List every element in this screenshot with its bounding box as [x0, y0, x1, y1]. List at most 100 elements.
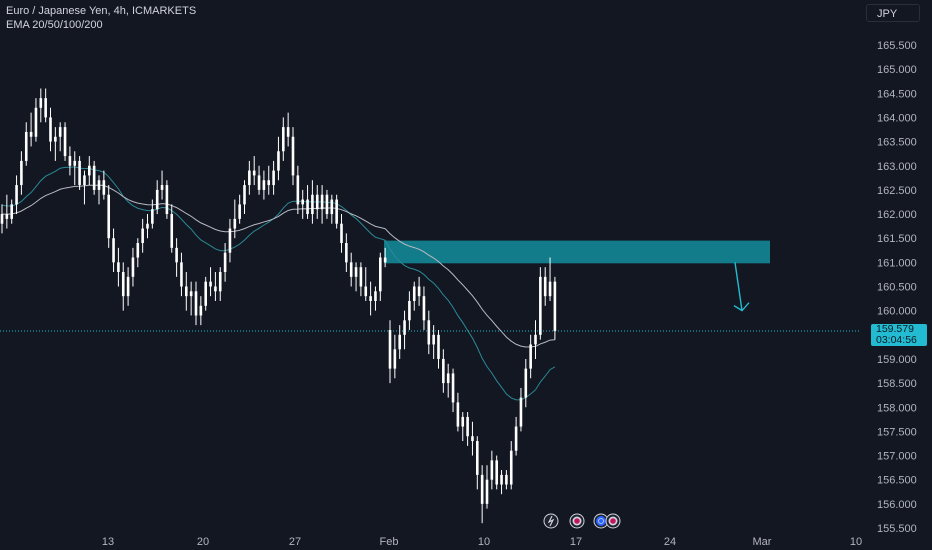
price-axis-label: 157.000 — [877, 451, 917, 463]
candle-body — [68, 156, 72, 166]
price-axis-label: 163.000 — [877, 161, 917, 173]
flag-icon[interactable] — [569, 513, 585, 529]
candle-body — [335, 199, 338, 224]
supply-zone — [384, 240, 770, 264]
price-axis-label: 160.500 — [877, 282, 917, 294]
candle-body — [403, 320, 406, 335]
candle-body — [282, 127, 285, 152]
candle-body — [480, 474, 484, 504]
candle-body — [471, 436, 474, 442]
candle-body — [24, 131, 28, 161]
candle-body — [175, 247, 178, 263]
candle-body — [180, 262, 183, 287]
candle-body — [456, 402, 460, 427]
candle-body — [73, 160, 77, 166]
candle-body — [461, 416, 465, 427]
candle-body — [383, 257, 387, 263]
candle-body — [58, 127, 62, 137]
candle-body — [63, 127, 67, 157]
bar-countdown: 03:04:56 — [876, 334, 917, 346]
candle-body — [296, 175, 300, 205]
candle-body — [252, 170, 256, 176]
candle-body — [340, 223, 343, 244]
candle-body — [417, 286, 421, 297]
price-axis-label: 164.000 — [877, 112, 917, 124]
candle-body — [277, 151, 280, 171]
lightning-icon[interactable] — [543, 513, 559, 529]
candle-body — [228, 228, 232, 253]
candle-body — [330, 199, 334, 215]
candle-body — [345, 243, 348, 263]
price-axis-label: 165.500 — [877, 40, 917, 52]
candle-body — [262, 180, 266, 190]
indicator-label[interactable]: EMA 20/50/100/200 — [6, 19, 103, 31]
candle-body — [185, 286, 188, 297]
price-axis-label: 156.500 — [877, 475, 917, 487]
candle-body — [151, 209, 154, 224]
candle-body — [442, 358, 445, 384]
candle-body — [534, 334, 537, 345]
candle-body — [509, 450, 513, 485]
time-axis-label: Feb — [380, 536, 399, 548]
candle-body — [97, 180, 101, 190]
candle-body — [379, 257, 382, 292]
price-axis-label: 163.500 — [877, 137, 917, 149]
price-axis-label: 165.000 — [877, 64, 917, 76]
currency-button[interactable]: JPY — [866, 4, 920, 22]
candle-body — [514, 426, 518, 451]
projection-arrow — [734, 262, 743, 311]
candle-body — [466, 416, 469, 437]
candle-body — [364, 286, 368, 297]
candle-body — [495, 460, 498, 485]
candle-body — [311, 194, 314, 215]
candle-body — [189, 291, 193, 297]
candle-body — [374, 291, 377, 301]
candle-body — [218, 272, 222, 292]
candle-body — [20, 160, 23, 186]
candle-body — [160, 185, 164, 190]
candle-body — [446, 373, 450, 384]
candle-body — [267, 180, 271, 186]
projection-arrowhead — [733, 302, 750, 312]
candle-body — [39, 98, 43, 108]
candle-body — [243, 185, 246, 205]
candle-body — [0, 214, 4, 224]
candle-body — [107, 194, 110, 239]
candle-body — [209, 281, 212, 287]
candle-body — [102, 180, 106, 195]
candle-body — [131, 257, 135, 277]
candle-body — [548, 281, 552, 297]
price-axis-label: 162.000 — [877, 209, 917, 221]
time-axis-label: 13 — [102, 536, 114, 548]
price-axis-label: 157.500 — [877, 426, 917, 438]
time-axis-label: 20 — [197, 536, 209, 548]
price-axis-label: 161.500 — [877, 233, 917, 245]
candle-body — [301, 199, 304, 205]
globe-icon[interactable] — [593, 513, 609, 529]
flag-icon[interactable] — [605, 513, 621, 529]
candle-body — [49, 117, 52, 142]
symbol-title[interactable]: Euro / Japanese Yen, 4h, ICMARKETS — [6, 5, 197, 17]
time-axis-label: 10 — [478, 536, 490, 548]
candle-body — [543, 276, 547, 297]
candle-body — [408, 300, 411, 321]
candle-body — [485, 479, 489, 504]
candle-body — [112, 238, 115, 263]
time-axis-label: 27 — [289, 536, 301, 548]
candle-body — [121, 272, 125, 297]
candle-body — [437, 334, 440, 359]
candle-body — [500, 474, 503, 485]
candle-body — [117, 262, 120, 273]
price-axis-label: 156.000 — [877, 499, 917, 511]
candle-body — [325, 194, 329, 215]
current-price-value: 159.579 — [876, 323, 914, 335]
candle-body — [286, 127, 290, 137]
candle-body — [388, 329, 392, 369]
candle-body — [306, 199, 309, 215]
candle-body — [146, 223, 149, 229]
candle-body — [539, 276, 542, 335]
candle-body — [398, 334, 401, 350]
candle-body — [170, 214, 174, 248]
